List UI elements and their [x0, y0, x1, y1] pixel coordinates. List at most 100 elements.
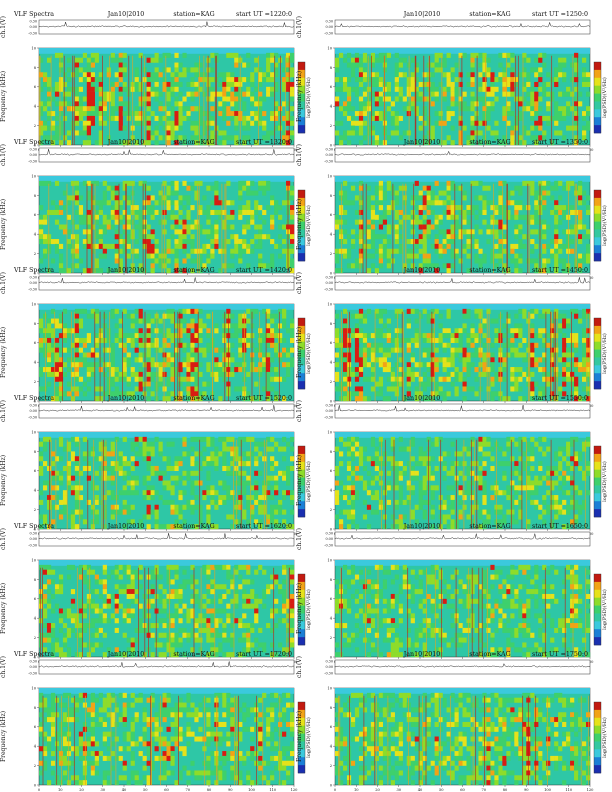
heatmap-cell: [374, 342, 380, 348]
heatmap-cell: [514, 200, 519, 206]
heatmap-cell: [166, 140, 171, 146]
heatmap-cell: [74, 318, 80, 324]
heatmap-cell: [370, 125, 376, 131]
heatmap-cell: [74, 120, 80, 126]
heatmap-cell: [222, 480, 227, 486]
heatmap-cell: [335, 67, 340, 73]
heatmap-cell: [182, 96, 187, 102]
heatmap-cell: [246, 200, 251, 206]
heatmap-cell: [110, 205, 115, 211]
heatmap-cell: [90, 96, 95, 102]
heatmap-cell: [114, 253, 119, 259]
heatmap-cell: [442, 200, 447, 206]
heatmap-cell: [262, 72, 267, 78]
heatmap-cell: [226, 224, 231, 230]
heatmap-cell: [39, 323, 44, 329]
heatmap-cell: [466, 308, 471, 314]
heatmap-cell: [246, 115, 251, 121]
voltage-tick-label: -0.30: [28, 160, 37, 164]
heatmap-cell: [402, 130, 407, 136]
heatmap-cell: [86, 243, 91, 249]
heatmap-cell: [246, 135, 251, 141]
heatmap-cell: [106, 381, 111, 387]
voltage-trace: [334, 150, 591, 156]
heatmap-cell: [70, 357, 76, 363]
heatmap-cell: [418, 219, 423, 225]
heatmap-cell: [578, 258, 583, 264]
heatmap-cell: [406, 371, 411, 377]
heatmap-cell: [274, 396, 279, 402]
heatmap-cell: [582, 337, 587, 343]
heatmap-cell: [126, 391, 131, 397]
heatmap-cell: [138, 357, 143, 363]
heatmap-cell: [150, 253, 155, 259]
chart-title: VLF Spectra: [13, 395, 54, 402]
heatmap-cell: [458, 342, 463, 348]
heatmap-cell: [366, 205, 372, 211]
heatmap-cell: [366, 125, 372, 131]
heatmap-cell: [446, 376, 451, 382]
heatmap-cell: [39, 456, 44, 462]
heatmap-cell: [470, 140, 475, 146]
heatmap-cell: [462, 396, 467, 402]
heatmap-cell: [250, 239, 255, 245]
heatmap-cell: [158, 57, 163, 63]
heatmap-cell: [414, 140, 419, 146]
heatmap-cell: [230, 313, 235, 319]
heatmap-cell: [42, 485, 48, 491]
heatmap-cell: [102, 101, 107, 107]
heatmap-cell: [542, 367, 547, 373]
heatmap-cell: [550, 362, 555, 368]
heatmap-cell: [358, 106, 364, 112]
heatmap-cell: [418, 362, 423, 368]
heatmap-cell: [74, 362, 80, 368]
heatmap-cell: [542, 91, 547, 97]
heatmap-cell: [50, 333, 56, 339]
heatmap-cell: [530, 371, 535, 377]
heatmap-cell: [342, 441, 348, 447]
heatmap-cell: [574, 337, 579, 343]
heatmap-cell: [570, 381, 575, 387]
heatmap-cell: [482, 62, 487, 68]
heatmap-cell: [246, 308, 251, 314]
heatmap-cell: [414, 214, 419, 220]
heatmap-cell: [270, 214, 275, 220]
heatmap-cell: [482, 318, 487, 324]
heatmap-cell: [394, 190, 399, 196]
heatmap-cell: [98, 475, 103, 481]
heatmap-cell: [554, 200, 559, 206]
heatmap-cell: [210, 91, 215, 97]
heatmap-cell: [70, 362, 76, 368]
heatmap-cell: [122, 461, 127, 467]
heatmap-cell: [358, 328, 364, 334]
heatmap-cell: [242, 461, 247, 467]
heatmap-cell: [402, 465, 407, 471]
voltage-frame: [38, 147, 295, 163]
heatmap-cell: [222, 81, 227, 87]
heatmap-cell: [442, 342, 447, 348]
heatmap-cell: [466, 81, 471, 87]
heatmap-cell: [150, 111, 155, 117]
heatmap-cell: [502, 357, 507, 363]
heatmap-cell: [190, 337, 195, 343]
heatmap-cell: [586, 342, 591, 348]
heatmap-cell: [430, 357, 435, 363]
heatmap-cell: [150, 195, 155, 201]
heatmap-cell: [86, 239, 91, 245]
heatmap-cell: [382, 234, 387, 240]
heatmap-cell: [290, 243, 295, 249]
heatmap-cell: [534, 229, 539, 235]
heatmap-cell: [362, 52, 368, 58]
heatmap-cell: [270, 333, 275, 339]
heatmap-cell: [266, 352, 271, 358]
heatmap-cell: [506, 101, 511, 107]
colorbar-segment: [594, 62, 601, 71]
heatmap-cell: [246, 461, 251, 467]
heatmap-cell: [142, 514, 147, 520]
heatmap-cell: [246, 333, 251, 339]
heatmap-cell: [410, 106, 415, 112]
heatmap-cell: [166, 376, 171, 382]
heatmap-cell: [94, 57, 99, 63]
heatmap-cell: [150, 214, 155, 220]
heatmap-cell: [366, 456, 372, 462]
